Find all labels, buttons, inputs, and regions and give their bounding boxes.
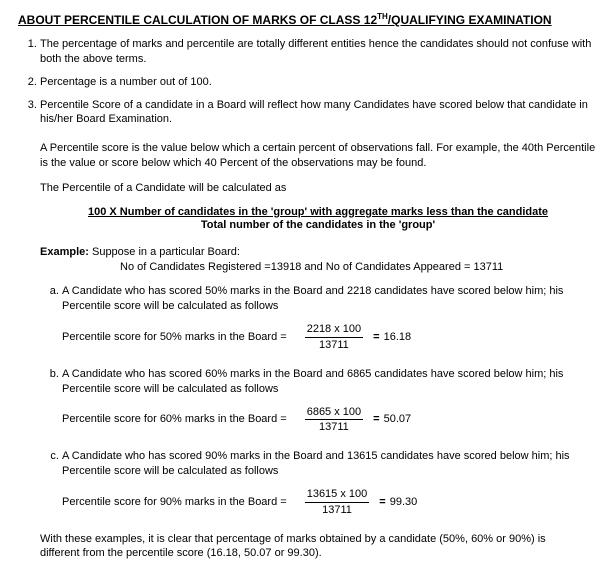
sub-c-frac-top: 13615 x 100 [305,487,370,503]
page-title: ABOUT PERCENTILE CALCULATION OF MARKS OF… [18,12,596,27]
example-line2: No of Candidates Registered =13918 and N… [120,260,596,275]
sub-a-calc-label: Percentile score for 50% marks in the Bo… [62,330,287,345]
sub-c-fraction: 13615 x 100 13711 [305,487,370,518]
title-part2: /QUALIFYING EXAMINATION [388,13,552,27]
sub-a-text: A Candidate who has scored 50% marks in … [62,285,563,312]
sub-c-calc-label: Percentile score for 90% marks in the Bo… [62,495,287,510]
point-3: Percentile Score of a candidate in a Boa… [40,98,596,128]
point-2: Percentage is a number out of 100. [40,75,596,90]
sub-a-frac-bot: 13711 [305,338,363,353]
example-line1: Suppose in a particular Board: [92,246,240,258]
sub-c-result: 99.30 [390,495,418,510]
point-1: The percentage of marks and percentile a… [40,37,596,67]
sub-c: A Candidate who has scored 90% marks in … [62,449,596,517]
sub-b-calc: Percentile score for 60% marks in the Bo… [62,405,596,436]
sub-a-frac-top: 2218 x 100 [305,322,363,338]
calc-intro: The Percentile of a Candidate will be ca… [40,181,596,196]
equals-icon: = [379,495,385,510]
example-sublist: A Candidate who has scored 50% marks in … [40,284,596,517]
sub-b-text: A Candidate who has scored 60% marks in … [62,368,563,395]
sub-b: A Candidate who has scored 60% marks in … [62,367,596,435]
formula-denominator: Total number of the candidates in the 'g… [40,219,596,231]
example-head: Example: Suppose in a particular Board: … [40,245,596,275]
sub-b-fraction: 6865 x 100 13711 [305,405,363,436]
sub-a-calc: Percentile score for 50% marks in the Bo… [62,322,596,353]
title-sup: TH [377,12,388,21]
title-part1: ABOUT PERCENTILE CALCULATION OF MARKS OF… [18,13,377,27]
sub-a: A Candidate who has scored 50% marks in … [62,284,596,352]
sub-b-result: 50.07 [384,412,412,427]
sub-b-calc-label: Percentile score for 60% marks in the Bo… [62,412,287,427]
equals-icon: = [373,412,379,427]
formula: 100 X Number of candidates in the 'group… [40,206,596,231]
definition-para: A Percentile score is the value below wh… [40,141,596,171]
equals-icon: = [373,330,379,345]
sub-c-frac-bot: 13711 [305,503,370,518]
sub-a-fraction: 2218 x 100 13711 [305,322,363,353]
sub-b-frac-top: 6865 x 100 [305,405,363,421]
sub-a-result: 16.18 [384,330,412,345]
main-point-list: The percentage of marks and percentile a… [18,37,596,127]
sub-c-calc: Percentile score for 90% marks in the Bo… [62,487,596,518]
summary-para: With these examples, it is clear that pe… [40,532,574,562]
formula-numerator: 100 X Number of candidates in the 'group… [88,206,548,219]
example-label: Example: [40,246,89,258]
sub-b-frac-bot: 13711 [305,420,363,435]
sub-c-text: A Candidate who has scored 90% marks in … [62,450,570,477]
